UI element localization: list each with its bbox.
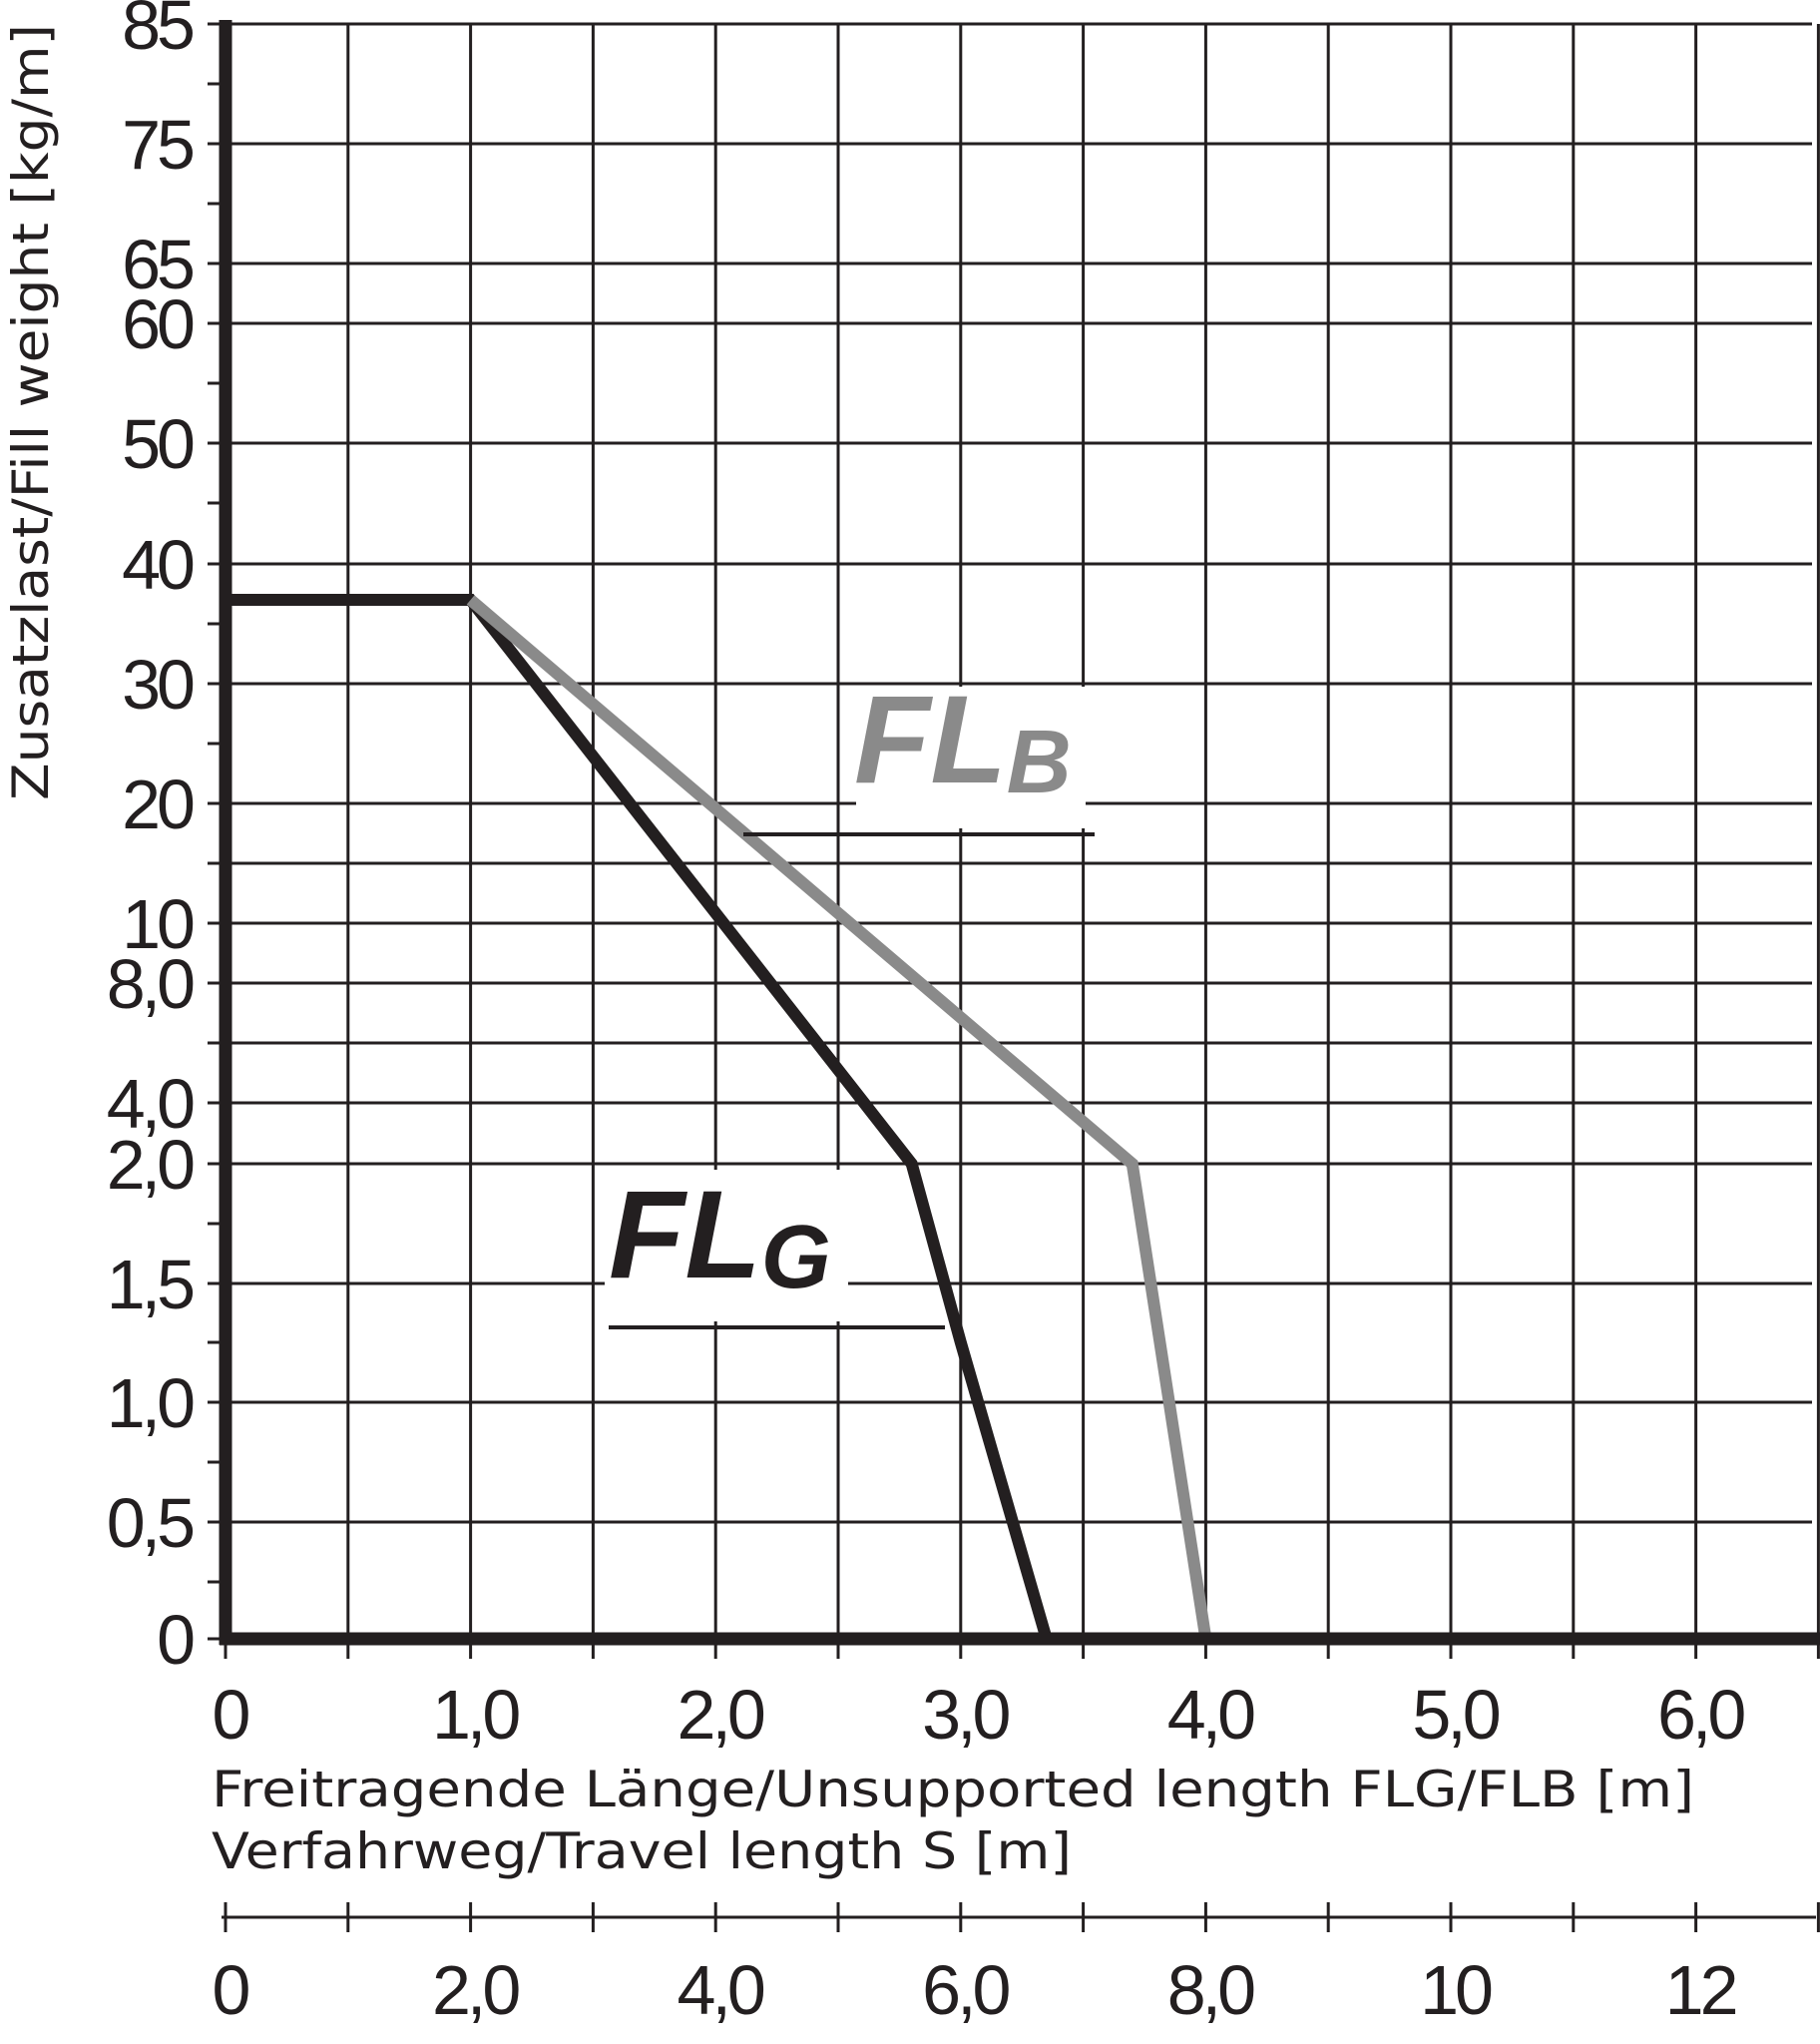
y-tick-label: 10 <box>122 885 194 963</box>
y-axis-title: Zusatzlast/Fill weight [kg/m] <box>2 24 60 800</box>
series-line-flb <box>466 595 1212 1640</box>
x-tick-label: 4,0 <box>1167 1676 1254 1754</box>
y-tick-label: 1,5 <box>107 1246 193 1323</box>
y-tick-label: 4,0 <box>107 1065 194 1143</box>
y-tick-label: 65 <box>122 226 193 303</box>
x2-tick-label: 10 <box>1420 1951 1492 2029</box>
y-tick-label: 0,5 <box>107 1484 193 1562</box>
y-tick-label: 30 <box>122 646 194 724</box>
x2-tick-label: 12 <box>1665 1951 1736 2029</box>
flg-label-mask <box>605 1170 848 1321</box>
y-tick-label: 2,0 <box>107 1126 194 1204</box>
y-tick-label: 20 <box>122 766 194 843</box>
y-tick-label: 8,0 <box>107 945 194 1023</box>
y-tick-label: 50 <box>122 405 194 483</box>
x-tick-label: 1,0 <box>432 1676 519 1754</box>
y-tick-label: 40 <box>122 526 194 604</box>
x2-tick-label: 0 <box>213 1951 249 2029</box>
x-tick-label: 3,0 <box>922 1676 1009 1754</box>
x2-tick-label: 2,0 <box>432 1951 519 2029</box>
x2-tick-label: 6,0 <box>922 1951 1009 2029</box>
y-tick-label: 85 <box>122 0 193 64</box>
x2-tick-label: 8,0 <box>1167 1951 1254 2029</box>
series-label-flg: FLG <box>609 1166 831 1307</box>
x-tick-label: 0 <box>213 1676 249 1754</box>
series <box>226 594 1212 1641</box>
grid <box>224 22 1820 1641</box>
x2-axis-title: Verfahrweg/Travel length S [m] <box>212 1822 1072 1880</box>
flb-label-mask <box>856 687 1086 828</box>
y-tick-label: 0 <box>157 1601 194 1679</box>
y-tick-label: 60 <box>122 285 194 363</box>
x-tick-label: 5,0 <box>1412 1676 1499 1754</box>
x-axis-title: Freitragende Länge/Unsupported length FL… <box>212 1761 1694 1818</box>
x2-tick-label: 4,0 <box>678 1951 764 2029</box>
axes <box>219 20 1820 1919</box>
y-tick-label: 75 <box>122 106 193 184</box>
x-tick-label: 2,0 <box>678 1676 764 1754</box>
y-tick-label: 1,0 <box>107 1364 194 1442</box>
label-masks <box>605 687 1086 1321</box>
series-line-flg <box>226 594 1053 1641</box>
series-label-flb: FLB <box>854 671 1072 812</box>
x-tick-label: 6,0 <box>1657 1676 1744 1754</box>
